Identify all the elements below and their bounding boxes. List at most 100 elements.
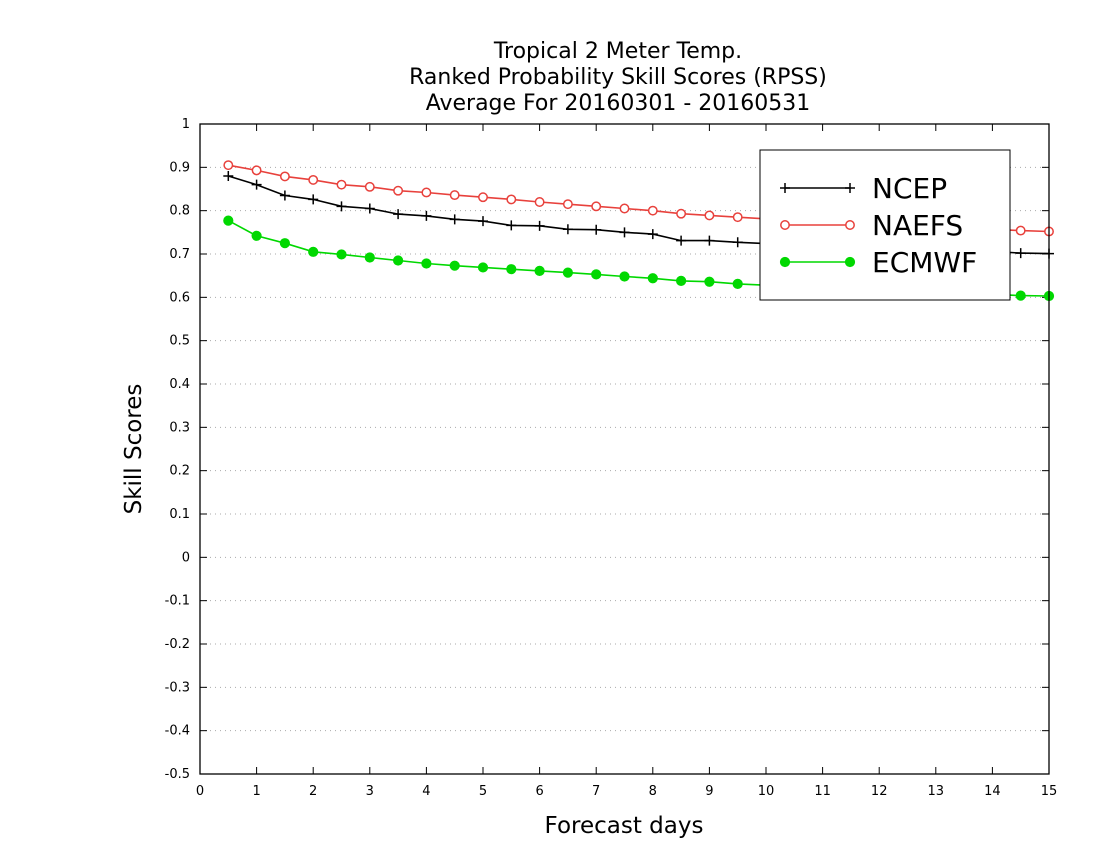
x-tick-label: 11 <box>814 784 831 799</box>
y-tick-label: 1 <box>182 117 190 132</box>
x-tick-label: 4 <box>422 784 430 799</box>
point-naefs <box>1015 225 1026 236</box>
legend-label: NCEP <box>872 172 947 205</box>
point-ncep <box>591 224 602 235</box>
point-ecmwf <box>506 264 517 275</box>
point-ecmwf <box>619 271 630 282</box>
x-tick-label: 0 <box>196 784 204 799</box>
point-ncep <box>421 210 432 221</box>
legend-label: NAEFS <box>872 209 963 242</box>
legend-item-ecmwf: ECMWF <box>779 246 977 279</box>
point-naefs <box>562 199 573 210</box>
legend-item-naefs: NAEFS <box>780 209 963 242</box>
point-ncep <box>449 214 460 225</box>
point-ecmwf <box>676 275 687 286</box>
x-tick-label: 14 <box>984 784 1001 799</box>
point-ncep <box>506 220 517 231</box>
point-naefs <box>393 185 404 196</box>
point-ncep <box>364 203 375 214</box>
legend-marker <box>844 256 856 268</box>
legend-marker <box>845 183 855 193</box>
x-tick-label: 6 <box>535 784 543 799</box>
x-tick-label: 8 <box>649 784 657 799</box>
point-ncep <box>251 179 262 190</box>
point-naefs <box>732 212 743 223</box>
point-naefs <box>336 179 347 190</box>
y-tick-label: 0.9 <box>169 160 190 175</box>
point-ncep <box>478 216 488 227</box>
point-naefs <box>449 190 460 201</box>
y-axis-label: Skill Scores <box>121 384 147 515</box>
y-tick-label: 0.1 <box>169 507 190 522</box>
point-naefs <box>308 174 319 185</box>
point-ncep <box>647 229 658 240</box>
point-naefs <box>223 160 234 171</box>
y-tick-label: 0.4 <box>169 377 190 392</box>
point-ecmwf <box>449 260 460 271</box>
point-ecmwf <box>393 255 404 266</box>
x-axis-label: Forecast days <box>545 813 704 839</box>
x-tick-label: 5 <box>479 784 487 799</box>
point-naefs <box>478 192 488 203</box>
point-ecmwf <box>647 273 658 284</box>
y-tick-label: 0 <box>182 550 190 565</box>
point-ecmwf <box>477 262 489 273</box>
legend-label: ECMWF <box>872 246 977 279</box>
y-tick-label: -0.5 <box>165 767 190 782</box>
point-naefs <box>647 205 658 216</box>
x-tick-label: 7 <box>592 784 600 799</box>
point-ncep <box>279 190 290 201</box>
point-naefs <box>676 208 687 219</box>
y-tick-label: 0.2 <box>169 464 190 479</box>
y-tick-label: -0.1 <box>165 594 190 609</box>
chart-title-line-3: Average For 20160301 - 20160531 <box>426 91 811 116</box>
point-ecmwf <box>534 265 545 276</box>
point-naefs <box>421 187 432 198</box>
chart-title-line-2: Ranked Probability Skill Scores (RPSS) <box>409 65 827 90</box>
point-naefs <box>251 165 262 176</box>
point-ncep <box>676 235 687 246</box>
point-ncep <box>704 235 715 246</box>
point-ecmwf <box>251 230 262 241</box>
chart-title-line-1: Tropical 2 Meter Temp. <box>493 39 742 64</box>
point-ncep <box>308 194 319 205</box>
x-tick-label: 10 <box>758 784 775 799</box>
point-naefs <box>534 197 545 207</box>
y-tick-label: 0.7 <box>169 247 190 262</box>
legend-item-ncep: NCEP <box>780 172 947 205</box>
point-ncep <box>534 220 545 231</box>
legend-marker <box>779 256 791 268</box>
point-ecmwf <box>562 267 574 278</box>
y-tick-label: 0.6 <box>169 290 190 305</box>
point-ncep <box>393 209 404 220</box>
point-ecmwf <box>336 249 347 260</box>
chart-title: Tropical 2 Meter Temp. Ranked Probabilit… <box>409 39 827 116</box>
axis-ticks: 1 0.9 0.8 0.7 0.6 0.5 0.4 0.3 0.2 0.1 0 -0.1 -0.2 -0.… <box>165 117 1058 799</box>
legend-marker <box>780 220 790 230</box>
legend-marker <box>780 183 790 193</box>
point-ecmwf <box>279 238 290 249</box>
legend-marker <box>845 220 855 230</box>
x-tick-label: 12 <box>871 784 888 799</box>
y-tick-label: -0.2 <box>165 637 190 652</box>
plot-frame <box>199 123 1050 775</box>
point-ncep <box>732 237 743 248</box>
point-ecmwf <box>591 269 602 280</box>
point-ncep <box>336 201 347 212</box>
point-naefs <box>704 210 715 221</box>
point-naefs <box>591 201 602 212</box>
x-tick-label: 15 <box>1041 784 1058 799</box>
point-naefs <box>506 194 517 205</box>
x-tick-label: 3 <box>366 784 374 799</box>
x-tick-label: 1 <box>252 784 260 799</box>
point-naefs <box>279 171 290 182</box>
y-tick-label: 0.5 <box>169 334 190 349</box>
point-ncep <box>1015 248 1026 259</box>
y-tick-label: 0.3 <box>169 420 190 435</box>
point-naefs <box>619 203 630 214</box>
point-ecmwf <box>421 258 432 269</box>
y-tick-label: -0.4 <box>165 724 190 739</box>
point-naefs <box>364 181 375 192</box>
point-ncep <box>223 171 234 181</box>
